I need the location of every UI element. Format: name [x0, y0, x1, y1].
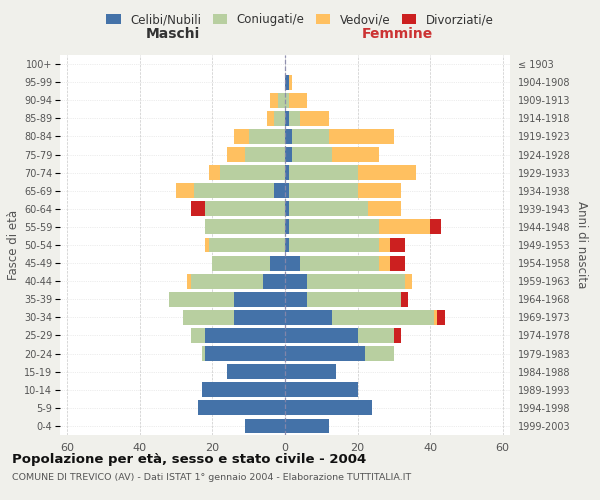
Bar [285, 346, 365, 361]
Bar [194, 184, 274, 198]
Bar [274, 111, 285, 126]
Bar [285, 274, 307, 288]
Bar [205, 346, 285, 361]
Bar [285, 310, 332, 325]
Bar [390, 256, 405, 270]
Bar [307, 292, 401, 306]
Text: COMUNE DI TREVICO (AV) - Dati ISTAT 1° gennaio 2004 - Elaborazione TUTTITALIA.IT: COMUNE DI TREVICO (AV) - Dati ISTAT 1° g… [12, 472, 411, 482]
Bar [285, 418, 329, 434]
Bar [274, 184, 285, 198]
Bar [289, 202, 368, 216]
Bar [289, 165, 358, 180]
Bar [285, 364, 336, 379]
Bar [202, 382, 285, 397]
Bar [358, 184, 401, 198]
Legend: Celibi/Nubili, Coniugati/e, Vedovi/e, Divorziati/e: Celibi/Nubili, Coniugati/e, Vedovi/e, Di… [101, 8, 499, 31]
Bar [289, 93, 307, 108]
Bar [191, 274, 263, 288]
Bar [379, 220, 430, 234]
Bar [430, 220, 441, 234]
Text: Popolazione per età, sesso e stato civile - 2004: Popolazione per età, sesso e stato civil… [12, 452, 366, 466]
Bar [299, 256, 379, 270]
Bar [332, 147, 379, 162]
Bar [209, 238, 285, 252]
Bar [209, 165, 220, 180]
Text: Maschi: Maschi [145, 26, 200, 40]
Bar [234, 310, 285, 325]
Text: Femmine: Femmine [362, 26, 433, 40]
Bar [212, 256, 271, 270]
Bar [245, 418, 285, 434]
Bar [390, 238, 405, 252]
Bar [437, 310, 445, 325]
Bar [184, 310, 234, 325]
Bar [379, 256, 390, 270]
Bar [191, 202, 205, 216]
Bar [205, 220, 285, 234]
Bar [187, 274, 191, 288]
Bar [299, 111, 329, 126]
Bar [289, 220, 379, 234]
Bar [205, 202, 285, 216]
Bar [285, 111, 289, 126]
Bar [285, 238, 289, 252]
Bar [329, 129, 394, 144]
Bar [227, 147, 245, 162]
Bar [285, 184, 289, 198]
Bar [263, 274, 285, 288]
Bar [285, 292, 307, 306]
Bar [289, 238, 379, 252]
Bar [307, 274, 405, 288]
Bar [205, 328, 285, 343]
Bar [278, 93, 285, 108]
Bar [285, 74, 289, 90]
Bar [191, 328, 205, 343]
Bar [358, 328, 394, 343]
Bar [285, 400, 372, 415]
Bar [285, 165, 289, 180]
Bar [405, 274, 412, 288]
Bar [234, 129, 249, 144]
Bar [220, 165, 285, 180]
Bar [285, 93, 289, 108]
Bar [234, 292, 285, 306]
Bar [198, 400, 285, 415]
Bar [289, 111, 299, 126]
Bar [292, 129, 329, 144]
Bar [394, 328, 401, 343]
Bar [285, 256, 299, 270]
Bar [285, 202, 289, 216]
Bar [285, 382, 358, 397]
Bar [205, 238, 209, 252]
Bar [289, 74, 292, 90]
Bar [202, 346, 205, 361]
Bar [401, 292, 409, 306]
Bar [271, 93, 278, 108]
Bar [292, 147, 332, 162]
Bar [285, 328, 358, 343]
Bar [285, 129, 292, 144]
Bar [285, 220, 289, 234]
Bar [245, 147, 285, 162]
Bar [368, 202, 401, 216]
Bar [285, 147, 292, 162]
Bar [169, 292, 234, 306]
Bar [289, 184, 358, 198]
Bar [365, 346, 394, 361]
Bar [332, 310, 434, 325]
Bar [358, 165, 416, 180]
Bar [227, 364, 285, 379]
Bar [379, 238, 390, 252]
Y-axis label: Anni di nascita: Anni di nascita [575, 202, 587, 288]
Y-axis label: Fasce di età: Fasce di età [7, 210, 20, 280]
Bar [267, 111, 274, 126]
Bar [271, 256, 285, 270]
Bar [176, 184, 194, 198]
Bar [434, 310, 437, 325]
Bar [249, 129, 285, 144]
